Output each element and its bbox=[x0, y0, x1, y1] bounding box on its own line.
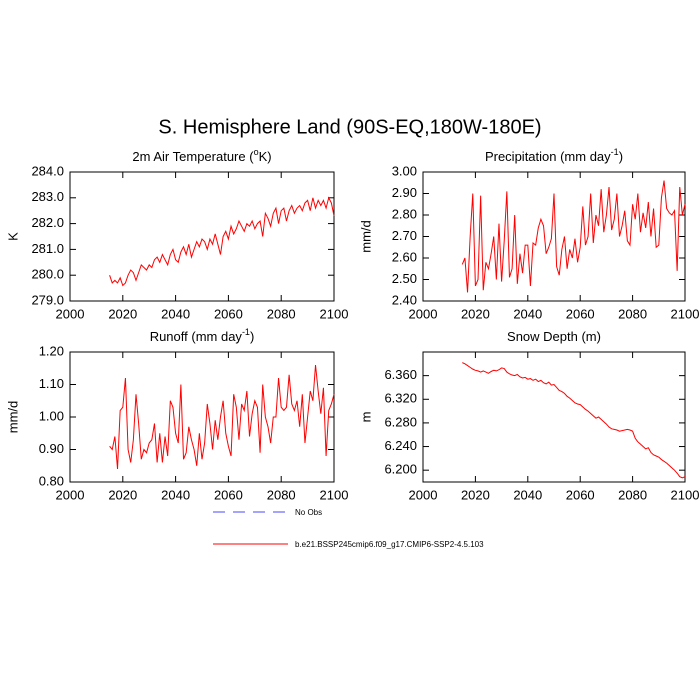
y-tick-label: 6.240 bbox=[384, 438, 417, 453]
y-tick-label: 2.70 bbox=[392, 228, 417, 243]
x-tick-label: 2000 bbox=[409, 487, 438, 502]
data-line bbox=[461, 180, 686, 293]
x-tick-label: 2080 bbox=[618, 306, 647, 321]
y-tick-label: 2.60 bbox=[392, 249, 417, 264]
x-tick-label: 2060 bbox=[566, 306, 595, 321]
y-tick-label: 0.90 bbox=[39, 441, 64, 456]
plot-frame bbox=[69, 351, 335, 483]
panel-title: Runoff (mm day-1) bbox=[150, 327, 255, 344]
panel-title-sup: -1 bbox=[611, 147, 619, 157]
plot-frame bbox=[69, 171, 335, 302]
y-tick-label: 2.90 bbox=[392, 185, 417, 200]
x-tick-label: 2020 bbox=[461, 306, 490, 321]
panel-title-sup: -1 bbox=[242, 327, 250, 337]
panel-title-sup: o bbox=[254, 147, 259, 157]
y-tick-label: 6.360 bbox=[384, 367, 417, 382]
x-tick-label: 2100 bbox=[671, 306, 700, 321]
x-tick-label: 2040 bbox=[513, 306, 542, 321]
y-tick-label: 284.0 bbox=[31, 163, 64, 178]
x-tick-label: 2060 bbox=[214, 487, 243, 502]
x-tick-label: 2100 bbox=[320, 306, 349, 321]
y-tick-label: 1.00 bbox=[39, 408, 64, 423]
panel-title-text: Precipitation (mm day bbox=[485, 149, 611, 164]
x-tick-label: 2080 bbox=[267, 306, 296, 321]
data-line bbox=[462, 362, 686, 479]
y-axis-label: mm/d bbox=[5, 401, 20, 434]
data-line bbox=[109, 196, 335, 287]
x-tick-label: 2020 bbox=[108, 306, 137, 321]
y-tick-label: 281.0 bbox=[31, 241, 64, 256]
y-axis-label: m bbox=[358, 412, 373, 423]
plot-frame bbox=[422, 171, 686, 302]
panel-title-text: 2m Air Temperature ( bbox=[132, 149, 254, 164]
panel-title-end: ) bbox=[250, 329, 254, 344]
x-tick-label: 2020 bbox=[461, 487, 490, 502]
y-tick-label: 3.00 bbox=[392, 163, 417, 178]
x-tick-label: 2080 bbox=[618, 487, 647, 502]
x-tick-label: 2000 bbox=[56, 487, 85, 502]
x-tick-label: 2100 bbox=[671, 487, 700, 502]
y-tick-label: 1.20 bbox=[39, 343, 64, 358]
y-tick-label: 282.0 bbox=[31, 215, 64, 230]
panel-title: Precipitation (mm day-1) bbox=[485, 147, 623, 164]
x-tick-label: 2020 bbox=[108, 487, 137, 502]
y-tick-label: 0.80 bbox=[39, 473, 64, 488]
y-tick-label: 2.80 bbox=[392, 206, 417, 221]
panel-title: 2m Air Temperature (oK) bbox=[132, 147, 271, 164]
figure-title: S. Hemisphere Land (90S-EQ,180W-180E) bbox=[158, 116, 541, 138]
y-axis-label: mm/d bbox=[358, 220, 373, 253]
panel-title-end: ) bbox=[619, 149, 623, 164]
x-tick-label: 2060 bbox=[566, 487, 595, 502]
x-tick-label: 2000 bbox=[409, 306, 438, 321]
x-tick-label: 2060 bbox=[214, 306, 243, 321]
y-tick-label: 279.0 bbox=[31, 292, 64, 307]
x-tick-label: 2040 bbox=[161, 487, 190, 502]
legend-label: No Obs bbox=[295, 508, 322, 517]
x-tick-label: 2000 bbox=[56, 306, 85, 321]
legend-label: b.e21.BSSP245cmip6.f09_g17.CMIP6-SSP2-4.… bbox=[295, 540, 484, 549]
x-tick-label: 2080 bbox=[267, 487, 296, 502]
panel-title-end: K) bbox=[259, 149, 272, 164]
x-tick-label: 2100 bbox=[320, 487, 349, 502]
y-tick-label: 6.320 bbox=[384, 391, 417, 406]
panel-title: Snow Depth (m) bbox=[507, 329, 601, 344]
panel-title-text: Runoff (mm day bbox=[150, 329, 243, 344]
y-tick-label: 6.200 bbox=[384, 462, 417, 477]
x-tick-label: 2040 bbox=[513, 487, 542, 502]
y-tick-label: 283.0 bbox=[31, 189, 64, 204]
plot-frame bbox=[422, 351, 686, 483]
x-tick-label: 2040 bbox=[161, 306, 190, 321]
y-tick-label: 2.40 bbox=[392, 292, 417, 307]
panel-title-text: Snow Depth (m) bbox=[507, 329, 601, 344]
y-tick-label: 280.0 bbox=[31, 267, 64, 282]
data-line bbox=[109, 364, 335, 470]
y-axis-label: K bbox=[5, 232, 20, 241]
y-tick-label: 1.10 bbox=[39, 376, 64, 391]
y-tick-label: 6.280 bbox=[384, 414, 417, 429]
y-tick-label: 2.50 bbox=[392, 271, 417, 286]
